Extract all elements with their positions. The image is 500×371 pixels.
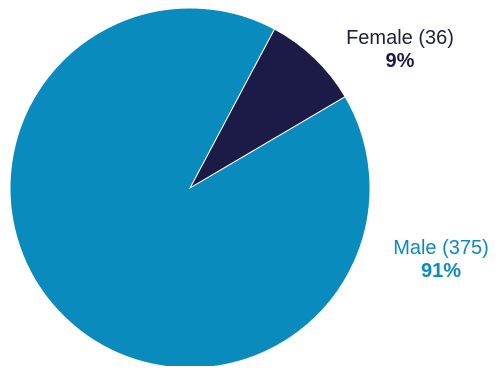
pie-slice-male: [9, 7, 371, 369]
male-label-text: Male (375): [393, 237, 489, 259]
male-slice-label: Male (375) 91%: [382, 237, 500, 283]
pie-slice-female: [188, 28, 346, 190]
female-slice-label: Female (36) 9%: [336, 27, 464, 73]
male-percent-label: 91%: [420, 260, 462, 282]
female-percent-label: 9%: [385, 50, 415, 72]
female-label-text: Female (36): [346, 27, 454, 49]
